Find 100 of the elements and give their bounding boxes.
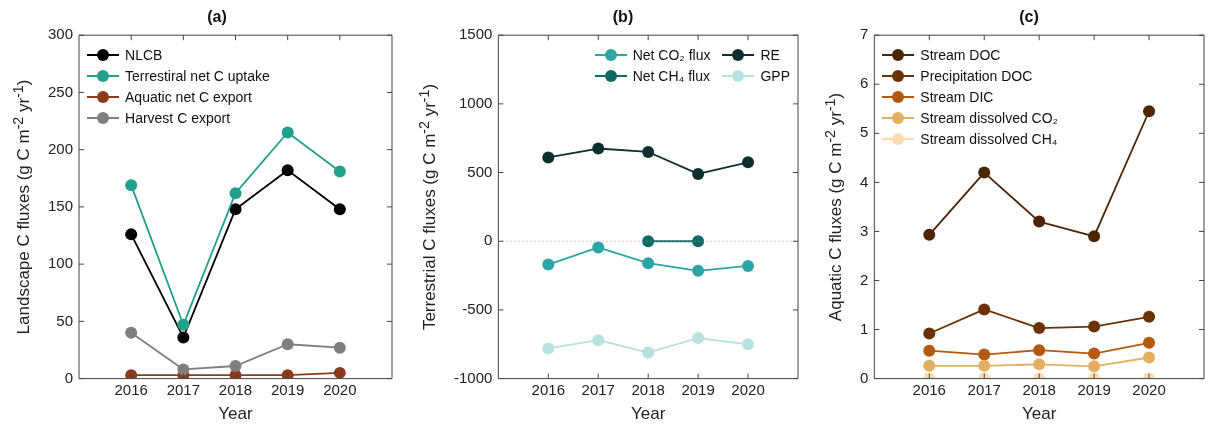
x-tick-label: 2019 xyxy=(681,380,715,398)
point xyxy=(923,359,936,372)
x-tick-label: 2016 xyxy=(912,380,946,398)
x-tick-label: 2020 xyxy=(323,380,357,398)
point xyxy=(742,156,755,169)
x-axis-title: Year xyxy=(218,404,254,424)
point xyxy=(125,369,138,379)
y-tick-label: 1500 xyxy=(458,25,493,43)
y-tick-label: 200 xyxy=(48,139,74,157)
y-tick-label: 100 xyxy=(48,254,74,272)
y-tick-label: 0 xyxy=(484,231,493,249)
point xyxy=(642,257,655,270)
point xyxy=(692,235,705,248)
point xyxy=(592,241,605,254)
legend-label: Harvest C export xyxy=(125,109,231,126)
legend-label: RE xyxy=(760,46,780,63)
point xyxy=(1088,230,1101,243)
legend-label: Precipitation DOC xyxy=(920,67,1033,84)
point xyxy=(229,203,242,216)
point xyxy=(978,359,991,372)
x-tick-label: 2017 xyxy=(967,380,1001,398)
y-tick-label: 1000 xyxy=(458,94,493,112)
y-tick-label: 6 xyxy=(860,74,869,92)
point xyxy=(978,166,991,179)
point xyxy=(281,164,294,177)
y-tick-label: 0 xyxy=(64,368,74,386)
y-tick-label: -1000 xyxy=(453,368,493,386)
y-tick-label: 50 xyxy=(56,311,74,329)
point xyxy=(542,258,555,271)
point xyxy=(592,142,605,155)
point xyxy=(1088,347,1101,360)
y-tick-label: -500 xyxy=(462,300,493,318)
point xyxy=(125,228,138,241)
y-tick-label: 1 xyxy=(860,319,869,337)
x-tick-label: 2017 xyxy=(581,380,615,398)
y-tick-label: 500 xyxy=(467,162,493,180)
point xyxy=(1033,322,1046,335)
chart-title: (b) xyxy=(612,8,634,26)
point xyxy=(1033,344,1046,357)
point xyxy=(642,346,655,359)
point xyxy=(333,203,346,216)
point xyxy=(742,259,755,272)
legend-label: Stream DIC xyxy=(920,88,994,105)
point xyxy=(229,187,242,200)
point xyxy=(1143,310,1156,323)
y-tick-label: 250 xyxy=(48,82,74,100)
point xyxy=(642,235,655,248)
point xyxy=(177,331,190,344)
x-tick-label: 2019 xyxy=(270,380,305,398)
point xyxy=(978,303,991,316)
legend-label: Stream dissolved CH₄ xyxy=(920,130,1058,147)
point xyxy=(1143,336,1156,349)
legend-label: GPP xyxy=(760,67,790,84)
x-tick-label: 2018 xyxy=(631,380,665,398)
x-tick-label: 2020 xyxy=(1132,380,1166,398)
y-tick-label: 4 xyxy=(860,172,869,190)
x-tick-label: 2019 xyxy=(1077,380,1111,398)
point xyxy=(1088,320,1101,333)
legend-label: Net CH₄ flux xyxy=(632,67,710,84)
x-tick-label: 2020 xyxy=(731,380,765,398)
x-tick-label: 2018 xyxy=(1022,380,1056,398)
point xyxy=(692,332,705,345)
point xyxy=(542,342,555,355)
legend-label: Net CO₂ flux xyxy=(632,46,711,63)
legend-label: Stream DOC xyxy=(920,46,1001,63)
point xyxy=(333,165,346,178)
x-axis-title: Year xyxy=(631,404,666,424)
point xyxy=(742,338,755,351)
y-tick-label: 2 xyxy=(860,270,869,288)
x-tick-label: 2016 xyxy=(114,380,148,398)
legend-label: Terrestiral net C uptake xyxy=(125,67,270,84)
y-tick-label: 5 xyxy=(860,123,869,141)
point xyxy=(229,360,242,373)
point xyxy=(1143,105,1156,118)
chart-title: (a) xyxy=(207,8,227,26)
point xyxy=(281,126,294,139)
legend-label: Stream dissolved CO₂ xyxy=(920,109,1059,126)
point xyxy=(333,366,346,379)
point xyxy=(642,145,655,158)
point xyxy=(692,167,705,180)
point xyxy=(1033,215,1046,228)
legend-label: NLCB xyxy=(125,46,163,63)
point xyxy=(923,327,936,340)
chart-title: (c) xyxy=(1019,8,1039,26)
y-tick-label: 3 xyxy=(860,221,869,239)
point xyxy=(281,338,294,351)
point xyxy=(923,344,936,357)
point xyxy=(177,318,190,331)
point xyxy=(692,264,705,277)
x-axis-title: Year xyxy=(1021,404,1057,424)
y-tick-label: 7 xyxy=(860,25,869,43)
point xyxy=(542,151,555,164)
point xyxy=(177,363,190,376)
point xyxy=(1033,358,1046,371)
point xyxy=(592,334,605,347)
y-tick-label: 300 xyxy=(48,25,74,43)
point xyxy=(125,326,138,339)
point xyxy=(1143,351,1156,364)
point xyxy=(125,179,138,192)
x-tick-label: 2017 xyxy=(166,380,201,398)
